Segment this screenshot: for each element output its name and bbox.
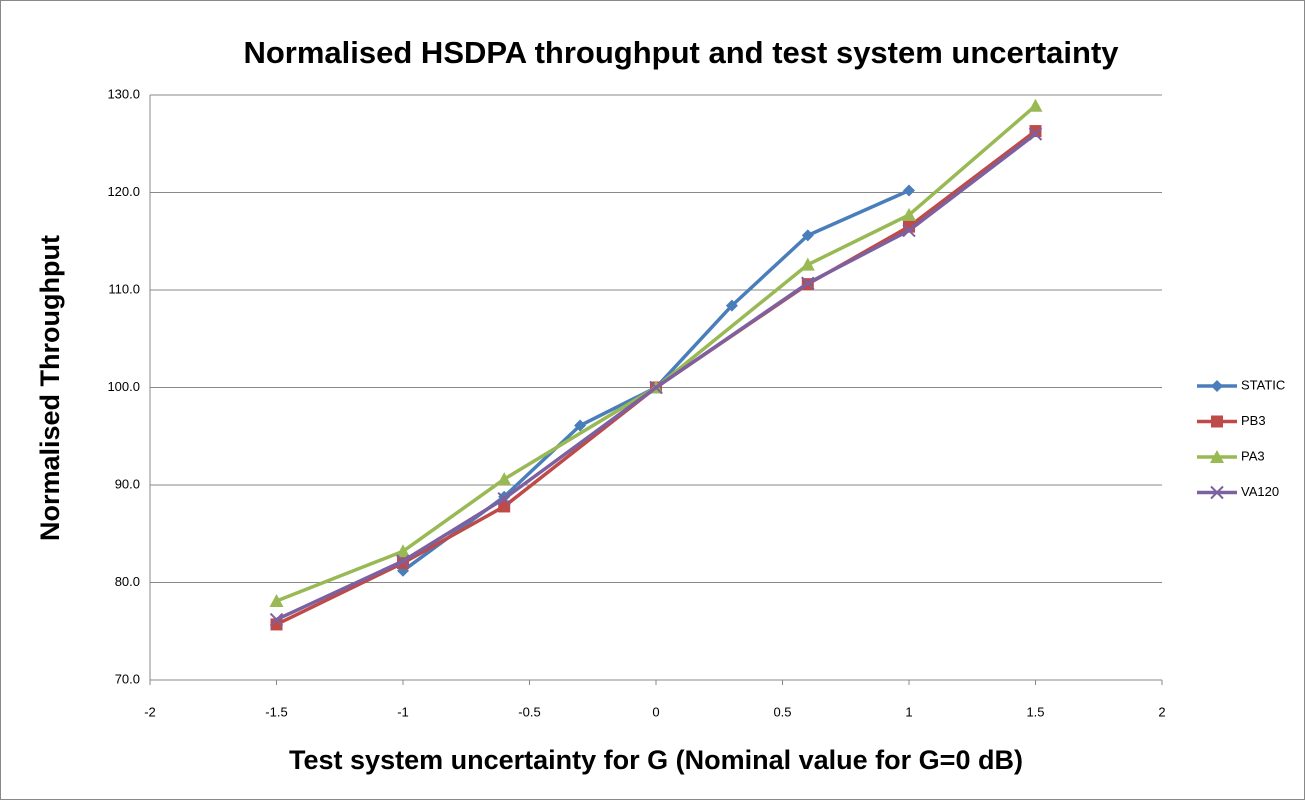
y-tick-label: 100.0 (107, 379, 140, 394)
marker (1210, 450, 1224, 463)
marker (497, 472, 512, 486)
marker (396, 544, 410, 558)
y-tick-label: 110.0 (108, 281, 140, 296)
y-tick-label: 70.0 (115, 671, 140, 686)
marker (902, 223, 916, 238)
y-tick-label: 80.0 (115, 574, 140, 589)
marker (725, 299, 738, 312)
legend-label: VA120 (1241, 484, 1279, 499)
marker (1211, 380, 1223, 392)
marker (1211, 415, 1223, 428)
x-tick-label: 1 (905, 704, 912, 719)
legend-label: PA3 (1241, 448, 1265, 463)
y-tick-label: 130.0 (107, 86, 140, 101)
legend-label: PB3 (1241, 413, 1266, 428)
x-tick-label: -1.5 (265, 704, 287, 719)
marker (396, 554, 410, 568)
x-tick-label: -2 (144, 704, 156, 719)
marker (902, 207, 916, 221)
marker (269, 594, 284, 608)
chart-title: Normalised HSDPA throughput and test sys… (243, 35, 1119, 70)
marker (497, 491, 511, 506)
marker (903, 184, 915, 197)
legend-label: STATIC (1241, 377, 1285, 392)
marker (800, 257, 815, 271)
marker (574, 419, 587, 432)
y-axis-label: Normalised Throughput (35, 235, 65, 541)
x-tick-label: 0 (652, 704, 659, 719)
x-axis-label: Test system uncertainty for G (Nominal v… (289, 745, 1023, 775)
marker (801, 276, 815, 290)
x-tick-label: 0.5 (773, 704, 791, 719)
marker (1028, 127, 1043, 141)
y-tick-label: 90.0 (115, 476, 140, 491)
marker (498, 500, 511, 513)
x-tick-label: 2 (1158, 704, 1165, 719)
x-tick-label: 1.5 (1026, 704, 1044, 719)
marker (1028, 98, 1043, 112)
x-tick-label: -0.5 (518, 704, 540, 719)
x-tick-label: -1 (397, 704, 409, 719)
marker (269, 612, 284, 627)
marker (1029, 125, 1042, 138)
y-tick-label: 120.0 (107, 184, 140, 199)
marker (1210, 485, 1224, 500)
marker (801, 229, 814, 242)
marker (649, 380, 663, 395)
